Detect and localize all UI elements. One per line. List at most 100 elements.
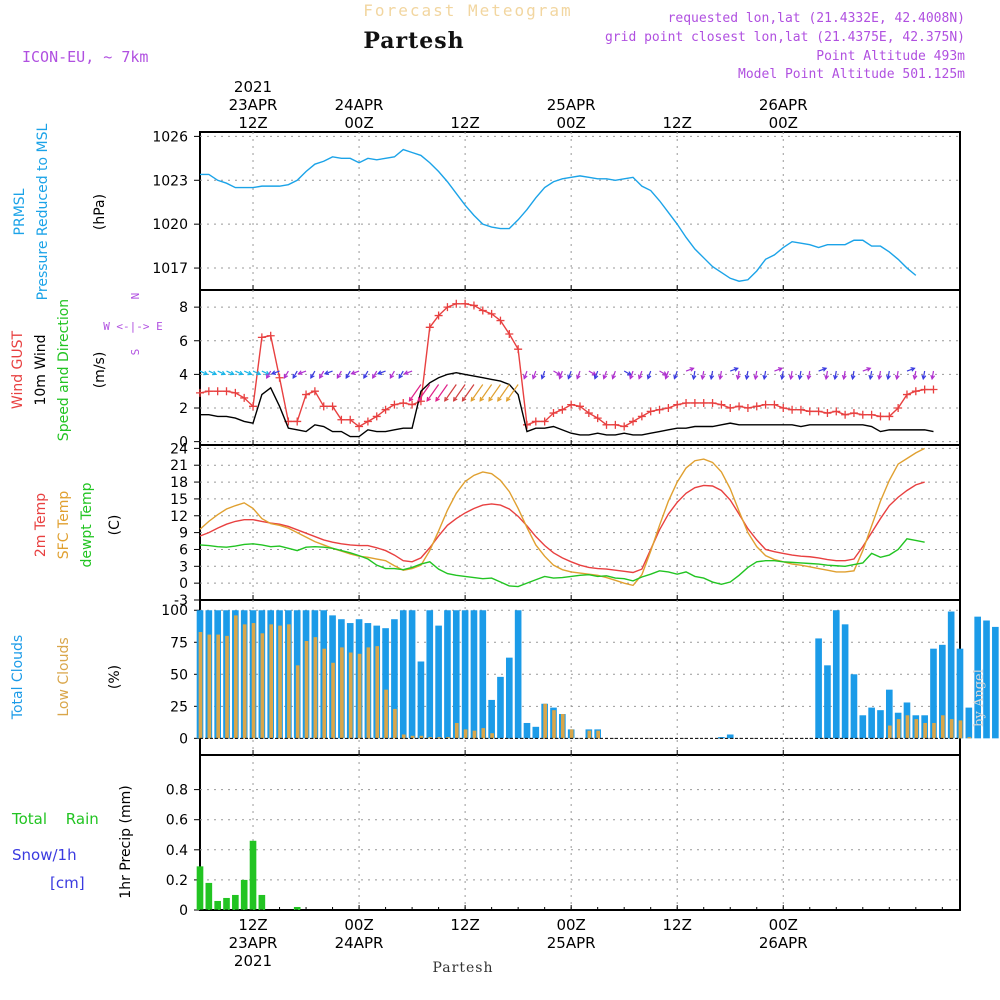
y-tick-label: 1017 <box>152 261 188 277</box>
gust-marker <box>275 373 284 382</box>
bar-low-clouds <box>923 722 927 739</box>
wind-arrow-head <box>824 374 830 381</box>
wind-arrow-head <box>912 374 918 381</box>
gust-marker <box>637 412 646 421</box>
bar-low-clouds <box>234 615 238 739</box>
bar-low-clouds <box>932 722 936 739</box>
wind-arrow-head <box>345 373 350 380</box>
wind-arrow <box>235 370 243 375</box>
bar-low-clouds <box>596 730 600 739</box>
wind-arrow <box>922 370 926 380</box>
wind-arrow <box>226 370 235 375</box>
wind-arrow <box>553 370 561 376</box>
wind-arrow <box>310 370 316 379</box>
gust-marker <box>434 311 443 320</box>
bar-total-clouds <box>399 610 407 739</box>
wind-arrow <box>906 367 915 372</box>
y-tick-label: 75 <box>170 635 188 651</box>
bar-total-rain <box>223 897 230 910</box>
wind-arrow <box>417 384 431 402</box>
gust-marker <box>814 407 823 416</box>
wind-arrow-head <box>256 370 262 376</box>
gust-marker <box>593 414 602 423</box>
bar-total-rain <box>232 894 239 910</box>
bar-low-clouds <box>366 647 371 739</box>
bottom-axis-label: 00Z <box>344 916 373 934</box>
wind-arrow <box>692 370 696 380</box>
wind-arrow <box>685 367 694 372</box>
top-axis-label: 00Z <box>344 114 373 132</box>
bar-low-clouds <box>941 715 945 739</box>
wind-arrow-head <box>930 374 936 381</box>
y-tick-label: 24 <box>170 441 188 457</box>
point-altitude: Point Altitude 493m <box>816 49 965 64</box>
wind-arrow-head <box>866 367 872 372</box>
y-tick-label: 100 <box>161 603 188 619</box>
wind-arrow-head <box>266 373 271 380</box>
panels: 101710201023102602468-303691215182124025… <box>152 129 999 919</box>
gust-marker <box>337 415 346 424</box>
y-tick-label: 6 <box>179 542 188 558</box>
bar-total-clouds <box>939 644 946 739</box>
gust-marker <box>249 402 258 411</box>
wind-arrow-head <box>576 374 581 380</box>
temp-unit: (C) <box>107 515 123 536</box>
gust-marker <box>761 400 770 409</box>
wind-arrow-head <box>470 396 476 402</box>
cloud-unit: (%) <box>107 665 123 689</box>
bar-low-clouds <box>543 703 547 739</box>
bar-low-clouds <box>905 715 910 739</box>
wind-arrow <box>754 370 758 380</box>
gust-marker <box>611 420 620 429</box>
wind-arrow-head <box>452 396 458 402</box>
y-tick-label: 2 <box>179 401 188 417</box>
temp-label-dew: dewpt Temp <box>79 482 95 567</box>
bar-total-clouds <box>956 648 964 739</box>
bar-low-clouds <box>384 689 388 739</box>
gust-marker <box>788 405 797 414</box>
wind-arrow-head <box>646 374 652 380</box>
wind-arrow <box>603 370 608 379</box>
panel-frame-temp <box>199 444 961 601</box>
wind-unit: (m/s) <box>92 352 108 389</box>
wind-arrow-head <box>212 370 218 376</box>
wind-arrow <box>638 370 643 379</box>
bar-total-rain <box>240 879 248 910</box>
gust-marker <box>894 404 903 413</box>
gust-marker <box>302 390 311 399</box>
wind-arrow-head <box>700 374 706 381</box>
gust-marker <box>576 402 584 411</box>
bar-total-clouds <box>841 624 849 739</box>
gust-marker <box>796 405 805 414</box>
precip-label-cm: [cm] <box>50 874 85 892</box>
bar-total-rain <box>293 906 301 910</box>
bar-low-clouds <box>207 634 212 739</box>
bottom-axis-label: 12Z <box>663 916 692 934</box>
gust-marker <box>399 398 408 407</box>
gust-marker <box>496 316 505 325</box>
location-title: Partesh <box>363 28 464 54</box>
precip-unit: 1hr Precip (mm) <box>118 785 134 898</box>
wind-arrow-head <box>270 370 277 375</box>
wind-arrow-head <box>238 370 244 376</box>
wind-arrow-head <box>744 374 750 381</box>
wind-arrow-head <box>718 374 723 381</box>
wind-arrow-head <box>921 374 927 381</box>
wind-arrow <box>730 367 738 372</box>
wind-arrow-head <box>389 373 395 380</box>
bar-total-clouds <box>523 722 531 739</box>
wind-arrow-head <box>894 374 900 381</box>
temp-labels: 2m Temp SFC Temp dewpt Temp (C) <box>33 482 123 567</box>
bar-total-rain <box>205 882 213 910</box>
wind-arrow <box>336 370 342 379</box>
gust-marker <box>558 405 567 414</box>
chart-title: Forecast Meteogram <box>363 1 572 20</box>
wind-arrow-head <box>398 373 403 380</box>
wind-arrow <box>862 367 871 372</box>
gust-marker <box>408 400 417 409</box>
bar-low-clouds <box>887 725 892 739</box>
top-axis-label: 12Z <box>450 114 479 132</box>
wind-arrow-head <box>850 374 856 381</box>
y-tick-label: 0 <box>179 576 188 592</box>
bar-total-clouds <box>868 707 875 739</box>
